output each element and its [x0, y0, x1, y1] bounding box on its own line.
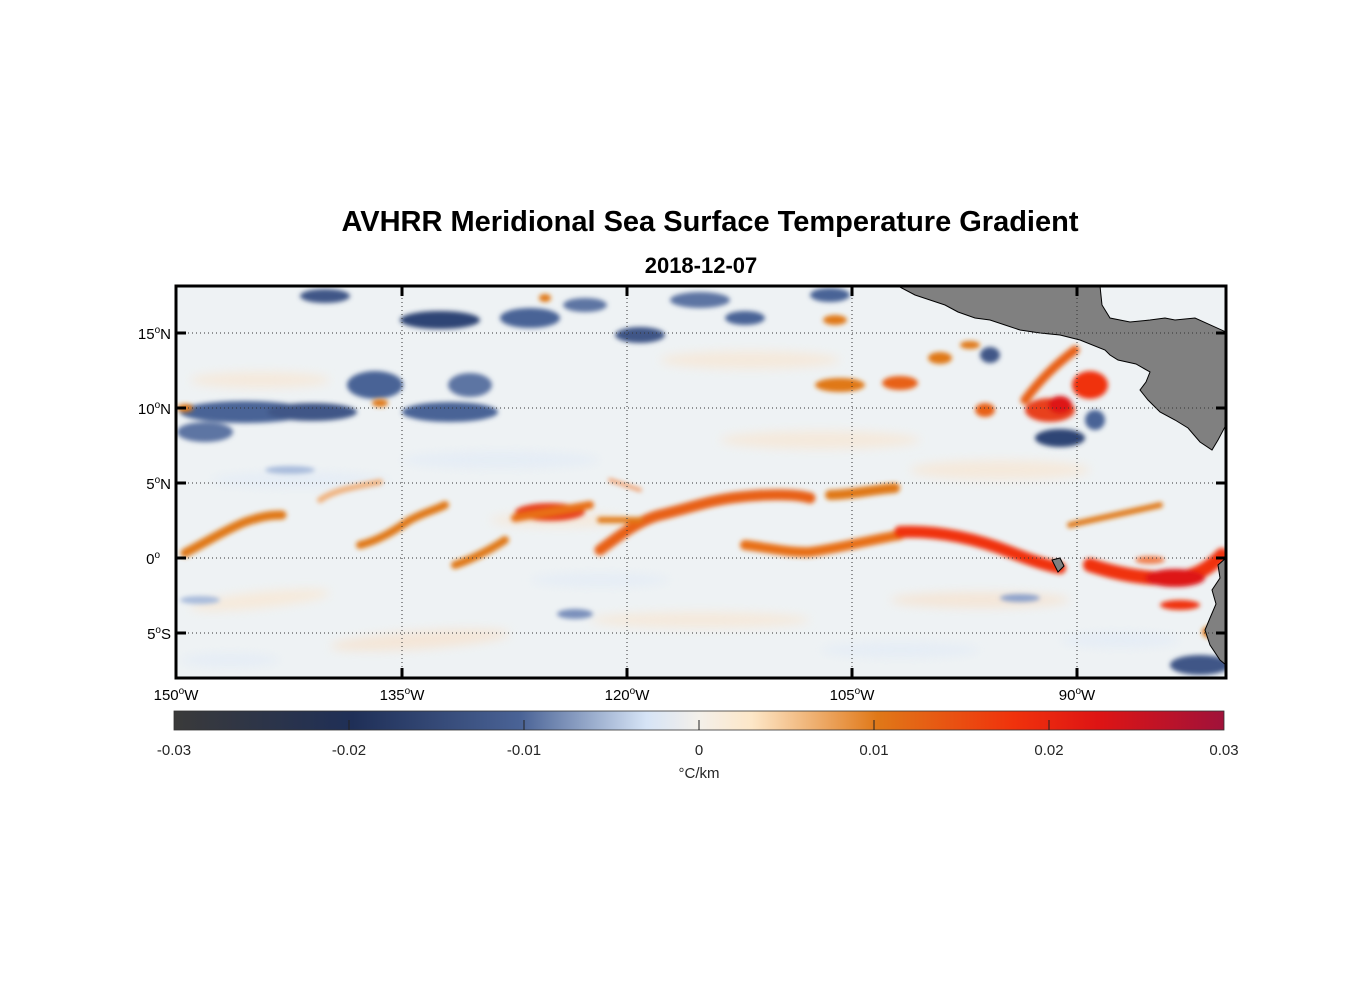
- colorbar-label: -0.02: [332, 742, 366, 759]
- lon-label-135w: 135oW: [380, 686, 426, 704]
- lon-label-105w: 105oW: [830, 686, 876, 704]
- colorbar-ticks: [348, 720, 1050, 730]
- lat-label-5n: 5oN: [146, 475, 171, 493]
- central-america-coast: [897, 286, 1226, 451]
- colorbar-label: 0.01: [859, 742, 888, 759]
- sst-gradient-field: [176, 286, 1226, 678]
- land-masses: [897, 286, 1226, 666]
- colorbar-label-min: -0.03: [157, 742, 191, 759]
- lat-label-10n: 10oN: [138, 400, 171, 418]
- graticule-grid: [176, 286, 1226, 678]
- lat-label-5s: 5oS: [147, 625, 171, 643]
- south-america-coast: [1204, 557, 1226, 666]
- map-subtitle: 2018-12-07: [644, 253, 758, 278]
- colorbar-label: -0.01: [507, 742, 541, 759]
- lat-label-15n: 15oN: [138, 325, 171, 343]
- longitude-labels: 150oW 135oW 120oW 105oW 90oW: [154, 686, 1096, 704]
- latitude-labels: 15oN 10oN 5oN 0o 5oS: [138, 325, 171, 643]
- map-title: AVHRR Meridional Sea Surface Temperature…: [341, 206, 1079, 238]
- colorbar-label: 0: [695, 742, 703, 759]
- frame-ticks: [176, 286, 1226, 678]
- colorbar-label: 0.02: [1034, 742, 1063, 759]
- lon-label-150w: 150oW: [154, 686, 200, 704]
- lat-label-0: 0o: [146, 550, 160, 568]
- galapagos-islands: [1051, 557, 1065, 573]
- colorbar-label-max: 0.03: [1209, 742, 1238, 759]
- lon-label-90w: 90oW: [1059, 686, 1096, 704]
- colorbar: -0.03 -0.02 -0.01 0 0.01 0.02 0.03 °C/km: [157, 710, 1239, 782]
- gulf-of-mexico-water: [1099, 286, 1226, 333]
- colorbar-unit-label: °C/km: [679, 765, 720, 782]
- background-texture: [180, 351, 1180, 667]
- positive-gradient-features: [177, 294, 1226, 638]
- lon-label-120w: 120oW: [605, 686, 651, 704]
